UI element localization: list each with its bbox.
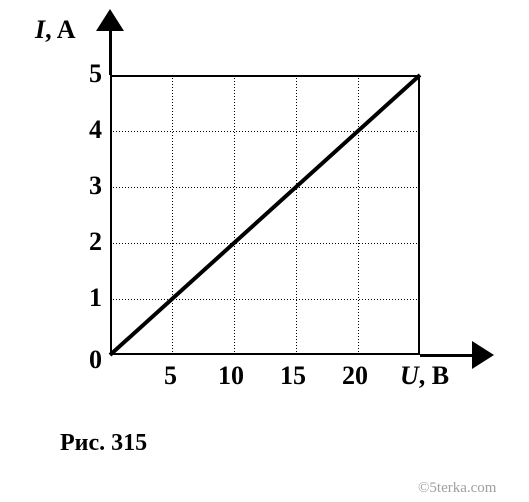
gridline-horizontal: [110, 243, 420, 244]
y-tick-label: 5: [89, 59, 102, 89]
figure: I, A U, B Рис. 315 ©5terka.com 1 2 3 4 5 0 5 10…: [0, 0, 529, 502]
y-axis-arrow-icon: [96, 9, 124, 31]
y-axis-label: I, A: [35, 15, 75, 45]
x-tick-label: 5: [164, 361, 177, 391]
x-tick-label: 20: [342, 361, 368, 391]
gridline-horizontal: [110, 187, 420, 188]
gridline-vertical: [234, 75, 235, 355]
x-tick-label: 10: [218, 361, 244, 391]
gridline-vertical: [358, 75, 359, 355]
origin-label: 0: [89, 345, 102, 375]
gridline-horizontal: [110, 299, 420, 300]
x-axis-label: U, B: [400, 361, 449, 391]
gridline-horizontal: [110, 131, 420, 132]
y-tick-label: 3: [89, 171, 102, 201]
y-tick-label: 2: [89, 227, 102, 257]
x-tick-label: 15: [280, 361, 306, 391]
figure-caption: Рис. 315: [60, 430, 147, 457]
x-axis-arrow-icon: [472, 341, 494, 369]
x-axis-extension: [420, 354, 472, 357]
y-tick-label: 1: [89, 283, 102, 313]
watermark: ©5terka.com: [418, 480, 496, 497]
plot-area: [110, 75, 420, 355]
gridline-vertical: [172, 75, 173, 355]
gridline-vertical: [296, 75, 297, 355]
y-tick-label: 4: [89, 115, 102, 145]
